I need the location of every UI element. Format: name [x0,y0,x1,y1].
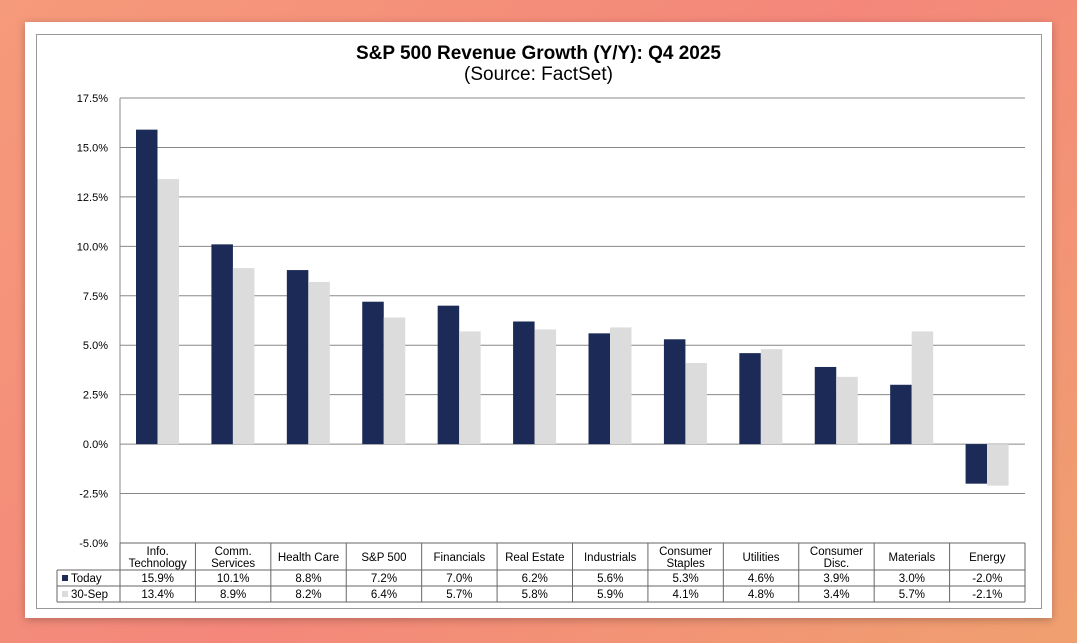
chart-title: S&P 500 Revenue Growth (Y/Y): Q4 2025 [355,43,721,64]
category-label: Real Estate [505,552,564,564]
category-label: Industrials [584,552,637,564]
chart-subtitle: (Source: FactSet) [464,64,613,85]
data-label: 5.7% [446,589,472,601]
data-label: 6.4% [371,589,397,601]
chart-frame [36,34,1042,609]
bar-30-sep [383,317,406,445]
bar-30-sep [610,327,632,445]
bar-30-sep [534,329,557,445]
data-label: -2.0% [972,573,1002,585]
y-tick-label: 15.0% [77,142,108,154]
bar-today [286,270,309,445]
y-tick-label: 0.0% [83,439,108,451]
y-tick-label: 17.5% [77,93,108,105]
category-label: Materials [889,552,936,564]
y-tick-label: 2.5% [83,390,108,402]
legend-swatch [62,591,68,597]
bar-30-sep [836,376,858,445]
data-label: 7.0% [446,573,472,585]
data-label: 3.9% [823,573,849,585]
bar-today [588,333,610,445]
category-label: S&P 500 [361,552,406,564]
data-label: 5.6% [597,573,623,585]
bar-today [211,244,233,445]
category-label: Technology [129,558,187,570]
category-label: Health Care [278,552,339,564]
category-label: Services [211,558,255,570]
data-label: 8.9% [220,589,246,601]
data-label: 4.8% [748,589,774,601]
bar-today [513,321,535,445]
y-tick-label: -5.0% [79,538,108,550]
y-tick-label: -2.5% [79,489,108,501]
bar-today [136,129,158,445]
category-label: Financials [433,552,485,564]
category-label: Energy [969,552,1006,564]
data-label: 5.7% [899,589,925,601]
bar-30-sep [987,444,1009,486]
bar-today [965,444,988,484]
data-label: 4.6% [748,573,774,585]
data-label: 3.4% [823,589,849,601]
bar-30-sep [157,179,179,445]
data-label: 6.2% [522,573,548,585]
data-label: 7.2% [371,573,397,585]
bar-30-sep [760,349,783,445]
y-tick-label: 10.0% [77,241,108,253]
bar-today [663,339,686,445]
category-label: Consumer [810,546,863,558]
legend-label: 30-Sep [71,589,108,601]
data-label: 5.8% [522,589,548,601]
y-tick-label: 5.0% [83,340,108,352]
data-label: 8.2% [295,589,321,601]
y-tick-label: 12.5% [77,192,108,204]
bar-30-sep [685,363,707,445]
category-label: Staples [666,558,705,570]
y-tick-label: 7.5% [83,291,108,303]
bar-30-sep [459,331,481,445]
bar-30-sep [911,331,934,445]
category-label: Info. [147,546,169,558]
data-label: -2.1% [972,589,1002,601]
bar-today [890,384,912,445]
bar-today [739,353,761,445]
legend-swatch [62,575,68,581]
data-label: 3.0% [899,573,925,585]
bar-30-sep [232,268,255,445]
bar-today [362,301,384,445]
data-label: 5.3% [673,573,699,585]
bar-today [437,305,460,445]
legend-label: Today [71,573,102,585]
bar-today [814,366,837,445]
data-label: 10.1% [217,573,250,585]
chart-card [25,22,1052,618]
category-label: Utilities [743,552,780,564]
category-label: Consumer [659,546,712,558]
data-label: 4.1% [673,589,699,601]
data-label: 8.8% [295,573,321,585]
data-label: 5.9% [597,589,623,601]
category-label: Comm. [215,546,252,558]
bar-30-sep [308,281,330,445]
category-label: Disc. [824,558,850,570]
data-label: 15.9% [141,573,174,585]
data-label: 13.4% [141,589,174,601]
